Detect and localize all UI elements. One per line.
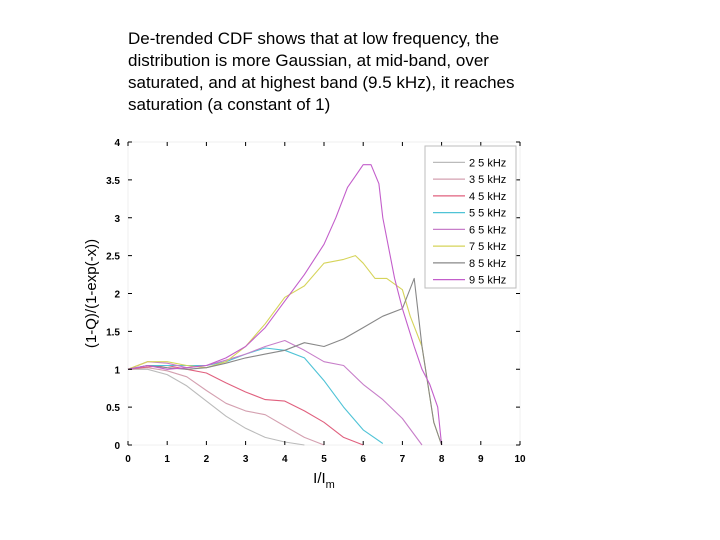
x-tick-label: 4: [282, 454, 288, 465]
legend-label: 5 5 kHz: [469, 208, 506, 220]
x-tick-label: 6: [360, 454, 366, 465]
x-tick-label: 9: [478, 454, 484, 465]
y-tick-label: 1.5: [106, 327, 120, 338]
y-tick-label: 0.5: [106, 403, 120, 414]
caption-line: saturated, and at highest band (9.5 kHz)…: [128, 73, 515, 92]
series-line-2: [127, 367, 325, 446]
series-line-1: [128, 368, 305, 446]
x-tick-label: 7: [400, 454, 406, 465]
x-tick-label: 8: [439, 454, 445, 465]
y-tick-label: 3.5: [106, 176, 120, 187]
legend-label: 2 5 kHz: [469, 157, 506, 169]
y-tick-label: 2: [114, 290, 120, 301]
y-tick-label: 2.5: [106, 252, 120, 263]
legend-label: 8 5 kHz: [469, 258, 506, 270]
legend-label: 6 5 kHz: [469, 224, 506, 236]
legend-box: [424, 145, 517, 289]
series-line-6: [127, 255, 443, 446]
y-tick-label: 3: [114, 214, 120, 225]
legend-label: 3 5 kHz: [469, 174, 506, 186]
y-tick-label: 0: [114, 441, 120, 452]
series-line-4: [127, 347, 384, 444]
series-line-3: [127, 364, 364, 446]
legend-label: 4 5 kHz: [469, 191, 506, 203]
y-tick-label: 4: [114, 138, 120, 149]
caption-line: saturation (a constant of 1): [128, 95, 331, 114]
x-axis-title-subscript: m: [326, 479, 335, 491]
series-line-7: [127, 277, 443, 446]
caption-line: De-trended CDF shows that at low frequen…: [128, 29, 500, 48]
x-tick-label: 1: [164, 454, 170, 465]
legend-label: 7 5 kHz: [469, 241, 506, 253]
series-line-5: [127, 339, 423, 446]
x-tick-label: 3: [243, 454, 249, 465]
series-layer: [127, 164, 443, 446]
series-line-8: [127, 164, 443, 446]
legend-label: 9 5 kHz: [469, 275, 506, 287]
chart-caption: De-trended CDF shows that at low frequen…: [128, 28, 568, 116]
x-tick-label: 0: [125, 454, 131, 465]
caption-line: distribution is more Gaussian, at mid-ba…: [128, 51, 489, 70]
x-tick-label: 10: [514, 454, 526, 465]
x-tick-label: 5: [321, 454, 327, 465]
y-tick-label: 1: [114, 365, 120, 376]
ticks-layer: 0 1 2 3 4 5 6 7 8 9 10 0 0.5 1 1.5 2 2.5 3 3.5 4: [106, 138, 526, 465]
y-axis-title: (1-Q)/(1-exp(-x)): [83, 239, 100, 348]
x-tick-label: 2: [204, 454, 210, 465]
x-axis-title: I/Im: [313, 470, 335, 491]
legend: 2 5 kHz 3 5 kHz 4 5 kHz 5 5 kHz 6 5 kHz 7 5 k…: [424, 145, 517, 289]
